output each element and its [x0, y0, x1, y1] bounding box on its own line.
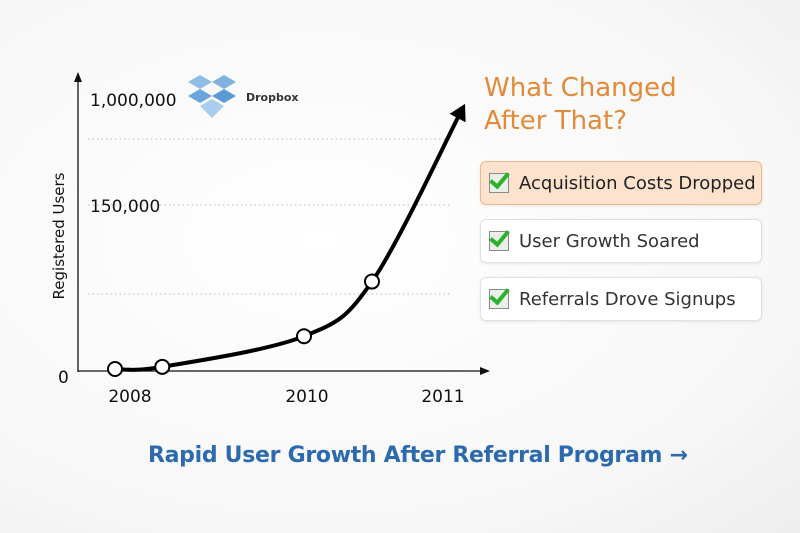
y-axis-label: Registered Users	[50, 172, 68, 299]
data-point	[154, 358, 171, 375]
side-panel-title: What Changed After That?	[484, 72, 677, 138]
data-point	[364, 273, 380, 290]
y-tick-label: 1,000,000	[90, 91, 177, 111]
title-line-2: After That?	[484, 106, 627, 136]
checklist-item-label: Acquisition Costs Dropped	[519, 172, 756, 194]
checkbox-checked-icon	[489, 231, 509, 251]
data-point	[107, 361, 123, 377]
checklist-item-label: Referrals Drove Signups	[519, 288, 736, 310]
y-axis-arrow-icon	[74, 72, 82, 82]
checklist-item-referrals: Referrals Drove Signups	[480, 277, 762, 321]
dropbox-logo-text: Dropbox	[246, 91, 299, 104]
y-tick-label: 150,000	[90, 197, 160, 217]
x-tick-label: 2011	[421, 387, 464, 407]
checklist-item-label: User Growth Soared	[519, 230, 700, 252]
y-tick-label: 0	[58, 368, 69, 388]
x-tick-label: 2010	[285, 387, 328, 407]
checklist-item-user-growth: User Growth Soared	[480, 219, 762, 263]
footer-caption: Rapid User Growth After Referral Program…	[148, 443, 688, 468]
checkbox-checked-icon	[489, 289, 509, 309]
trend-arrowhead-icon	[449, 103, 466, 123]
dropbox-logo-icon	[188, 75, 236, 118]
arrow-right-icon: →	[669, 443, 688, 468]
checklist-item-acquisition-costs: Acquisition Costs Dropped	[480, 161, 762, 205]
footer-text: Rapid User Growth After Referral Program	[148, 443, 663, 468]
checkbox-checked-icon	[489, 173, 509, 193]
title-line-1: What Changed	[484, 73, 677, 103]
x-tick-label: 2008	[108, 387, 151, 407]
x-axis-arrow-icon	[480, 367, 490, 375]
data-point	[296, 328, 312, 345]
growth-line	[114, 111, 463, 372]
